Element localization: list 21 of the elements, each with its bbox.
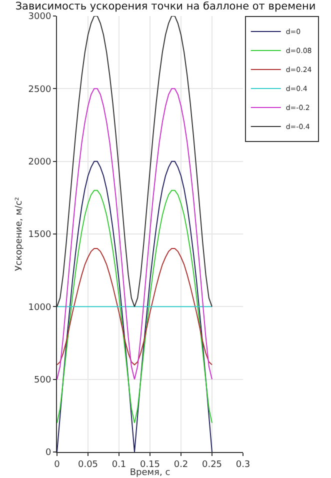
y-tick-label: 2500	[28, 84, 52, 95]
x-tick-label: 0.15	[140, 460, 160, 470]
y-axis-title: Ускорение, м/с²	[14, 196, 25, 271]
line-series	[57, 88, 212, 380]
y-tick-label: 1000	[28, 302, 52, 313]
y-tick-label: 500	[34, 375, 52, 386]
line-series	[57, 160, 212, 452]
line-series	[57, 248, 212, 366]
line-series	[57, 190, 212, 424]
y-tick-label: 1500	[28, 230, 52, 240]
x-axis-title: Время, с	[130, 468, 170, 478]
x-tick-label: 0.1	[112, 460, 126, 470]
x-tick-label: 0	[54, 460, 60, 470]
chart-title: Зависимость ускорения точки на баллоне от времени	[15, 0, 316, 13]
x-tick-label: 0.25	[202, 460, 222, 470]
x-tick-label: 0.2	[174, 460, 188, 470]
x-tick-label: 0.05	[78, 460, 98, 470]
y-tick-label: 3000	[28, 12, 52, 22]
y-tick-label: 0	[45, 448, 52, 458]
y-tick-label: 2000	[28, 157, 52, 168]
x-tick-label: 0.3	[236, 460, 250, 470]
